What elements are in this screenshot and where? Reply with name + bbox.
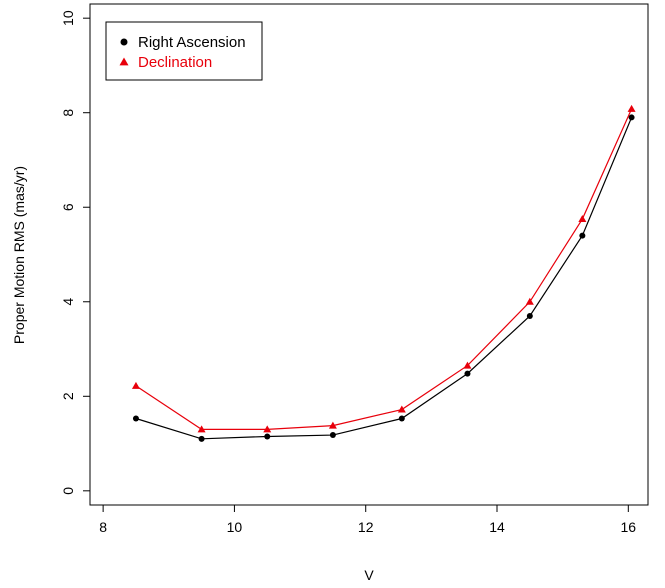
- legend-triangle-icon: [119, 57, 129, 66]
- y-axis: 0 2 4 6 8 10: [60, 10, 90, 495]
- legend-label: Right Ascension: [138, 34, 246, 51]
- ra-point: [464, 370, 471, 377]
- ra-point: [526, 312, 533, 319]
- x-axis-label: V: [364, 567, 374, 583]
- series-layer: [131, 104, 636, 442]
- y-tick-label: 10: [60, 10, 76, 26]
- dec-point: [578, 215, 587, 223]
- legend-circle-icon: [120, 38, 128, 46]
- y-tick-label: 2: [60, 392, 76, 400]
- ra-point: [132, 415, 139, 422]
- y-axis-label: Proper Motion RMS (mas/yr): [11, 166, 27, 344]
- x-tick-label: 8: [99, 519, 107, 535]
- legend-box: [105, 21, 263, 81]
- x-axis: 8 10 12 14 16: [99, 505, 636, 535]
- ra-point: [579, 232, 586, 239]
- ra-point: [329, 432, 336, 439]
- series-line-1: [135, 117, 633, 440]
- dec-point: [131, 381, 140, 389]
- x-tick-label: 14: [489, 519, 505, 535]
- legend-label: Declination: [138, 54, 212, 71]
- x-tick-label: 16: [621, 519, 637, 535]
- y-tick-label: 4: [60, 298, 76, 306]
- ra-point: [264, 433, 271, 440]
- dec-point: [525, 297, 534, 305]
- y-tick-label: 0: [60, 487, 76, 495]
- y-tick-label: 6: [60, 203, 76, 211]
- dec-point: [197, 425, 206, 433]
- dec-point: [463, 361, 472, 369]
- dec-point: [397, 405, 406, 413]
- x-tick-label: 10: [227, 519, 243, 535]
- x-tick-label: 12: [358, 519, 374, 535]
- plot-frame: [89, 3, 649, 506]
- y-tick-label: 8: [60, 109, 76, 117]
- ra-point: [628, 114, 635, 121]
- legend: Right Ascension Declination: [105, 21, 263, 81]
- series-line-2: [135, 108, 633, 430]
- dec-point: [328, 421, 337, 429]
- ra-point: [198, 435, 205, 442]
- dec-point: [263, 425, 272, 433]
- ra-point: [398, 415, 405, 422]
- dec-point: [627, 104, 636, 112]
